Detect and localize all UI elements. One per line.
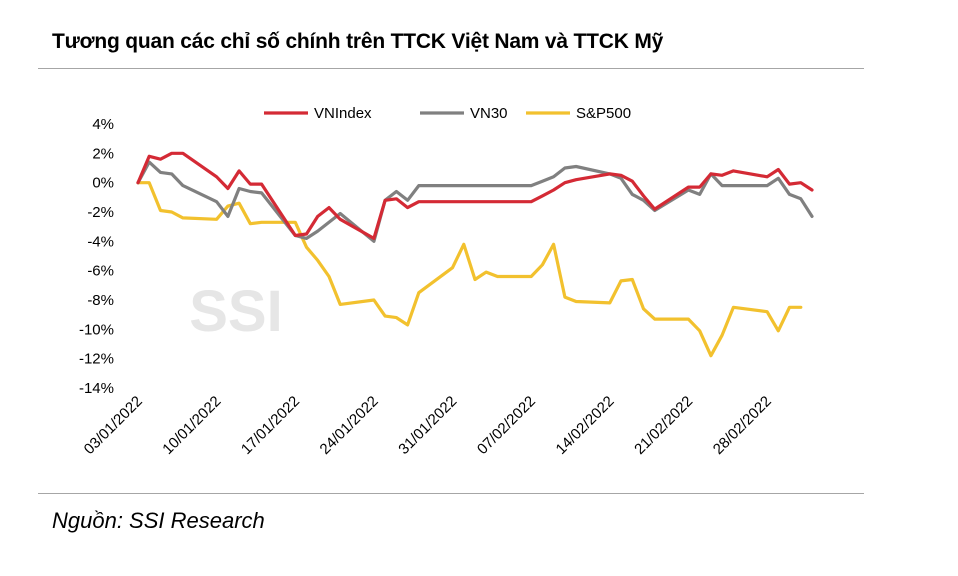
- footer-divider: [38, 493, 864, 494]
- series-line-vn30: [136, 160, 814, 243]
- series-lines: [136, 151, 814, 358]
- legend-label: S&P500: [576, 105, 631, 122]
- legend-label: VN30: [470, 105, 508, 122]
- y-tick-label: -8%: [87, 292, 114, 309]
- y-tick-label: -10%: [79, 321, 114, 338]
- legend-item-vnindex: VNIndex: [264, 105, 372, 122]
- x-tick-label: 07/02/2022: [474, 393, 539, 458]
- chart-title: Tương quan các chỉ số chính trên TTCK Vi…: [52, 30, 664, 53]
- y-tick-label: -12%: [79, 351, 114, 368]
- x-tick-label: 14/02/2022: [553, 393, 618, 458]
- legend-label: VNIndex: [314, 105, 372, 122]
- x-tick-label: 17/01/2022: [238, 393, 303, 458]
- y-axis: 4% 2% 0% -2% -4% -6% -8% -10% -12% -14%: [79, 116, 114, 397]
- y-tick-label: 0%: [92, 175, 114, 192]
- series-line-sp500: [136, 181, 803, 358]
- title-divider: [38, 68, 864, 69]
- y-tick-label: 2%: [92, 145, 114, 162]
- source-note: Nguồn: SSI Research: [52, 508, 265, 533]
- y-tick-label: 4%: [92, 116, 114, 133]
- x-tick-label: 03/01/2022: [81, 393, 146, 458]
- legend: VNIndex VN30 S&P500: [264, 105, 631, 122]
- series-line-vnindex: [136, 151, 814, 240]
- x-tick-label: 28/02/2022: [710, 393, 775, 458]
- x-tick-label: 31/01/2022: [395, 393, 460, 458]
- y-tick-label: -14%: [79, 380, 114, 397]
- legend-item-vn30: VN30: [420, 105, 508, 122]
- watermark: SSI: [189, 279, 283, 344]
- y-tick-label: -6%: [87, 263, 114, 280]
- x-tick-label: 10/01/2022: [159, 393, 224, 458]
- y-tick-label: -2%: [87, 204, 114, 221]
- x-tick-label: 24/01/2022: [317, 393, 382, 458]
- x-axis: 03/01/2022 10/01/2022 17/01/2022 24/01/2022…: [81, 393, 775, 458]
- legend-item-sp500: S&P500: [526, 105, 631, 122]
- y-tick-label: -4%: [87, 233, 114, 250]
- x-tick-label: 21/02/2022: [631, 393, 696, 458]
